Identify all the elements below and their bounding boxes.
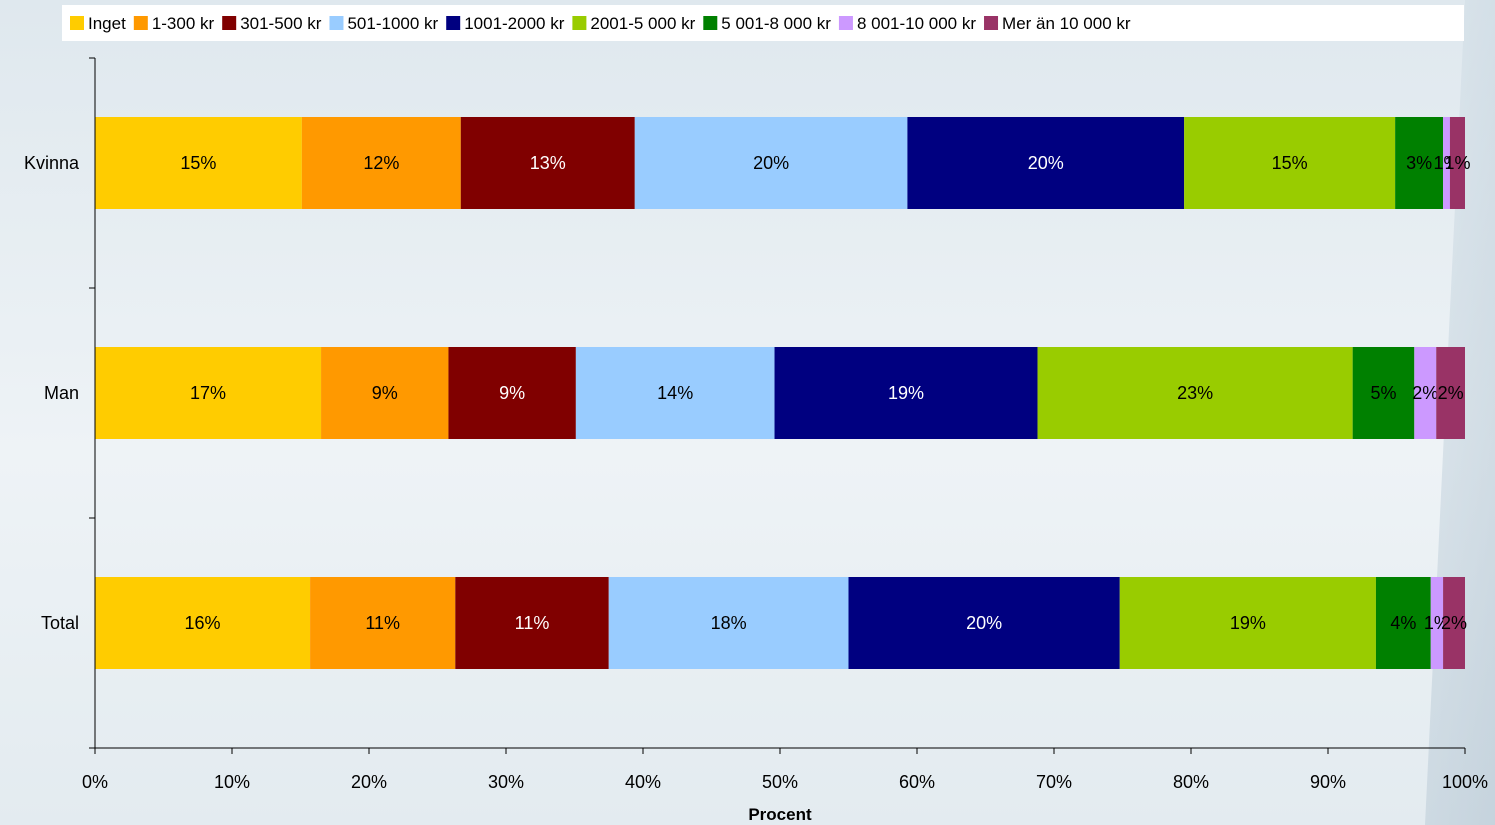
bar-total-1001-2000-kr [848, 577, 1120, 669]
data-label: 2% [1412, 383, 1438, 403]
data-label: 4% [1390, 613, 1416, 633]
axes: Kvinna Man Total 0% 10% 20% 30% 40% 50% 60% 70% 80%… [24, 57, 1488, 792]
legend-swatch [838, 16, 853, 30]
data-label: 1% [1444, 153, 1470, 173]
legend-entry: 5 001-8 000 kr [721, 14, 831, 33]
bar-man-8-001-10-000-kr [1414, 347, 1437, 439]
data-label: 3% [1406, 153, 1432, 173]
x-tick-label: 10% [214, 772, 250, 792]
data-label: 13% [530, 153, 566, 173]
data-label: 17% [190, 383, 226, 403]
legend-swatch [703, 16, 718, 30]
bar-man-inget [95, 347, 322, 439]
data-label: 20% [1028, 153, 1064, 173]
data-label: 12% [363, 153, 399, 173]
x-tick-label: 80% [1173, 772, 1209, 792]
category-label: Total [41, 613, 79, 633]
data-label: 2% [1438, 383, 1464, 403]
bar-kvinna-2001-5-000-kr [1184, 117, 1396, 209]
x-tick-label: 70% [1036, 772, 1072, 792]
legend-entry: Mer än 10 000 kr [1002, 14, 1131, 33]
data-label: 9% [499, 383, 525, 403]
data-label: 11% [515, 613, 550, 633]
data-label: 15% [180, 153, 216, 173]
bar-kvinna-8-001-10-000-kr [1443, 117, 1450, 209]
legend-swatch [133, 16, 148, 30]
x-tick-label: 40% [625, 772, 661, 792]
bar-man-5-001-8-000-kr [1352, 347, 1415, 439]
data-label: 20% [966, 613, 1002, 633]
bar-kvinna-1-300-kr [301, 117, 461, 209]
legend-swatch [572, 16, 587, 30]
bar-kvinna-5-001-8-000-kr [1395, 117, 1444, 209]
bar-total-inget [95, 577, 311, 669]
legend-entry: 501-1000 kr [347, 14, 438, 33]
category-label: Kvinna [24, 153, 80, 173]
data-label: 14% [657, 383, 693, 403]
bar-total-2001-5-000-kr [1119, 577, 1376, 669]
data-label: 19% [1230, 613, 1266, 633]
data-label: 5% [1370, 383, 1396, 403]
legend-entry: 2001-5 000 kr [590, 14, 695, 33]
x-tick-label: 20% [351, 772, 387, 792]
bar-kvinna-inget [95, 117, 302, 209]
bar-total-mer-n-10-000-kr [1443, 577, 1465, 669]
legend-entry: 301-500 kr [240, 14, 322, 33]
category-label: Man [44, 383, 79, 403]
data-label: 2% [1441, 613, 1467, 633]
legend-swatch [329, 16, 344, 30]
legend-entry: 1001-2000 kr [464, 14, 565, 33]
bar-man-1001-2000-kr [774, 347, 1038, 439]
data-label: 11% [365, 613, 400, 633]
bar-man-1-300-kr [321, 347, 449, 439]
bar-man-2001-5-000-kr [1037, 347, 1353, 439]
data-label: 23% [1177, 383, 1213, 403]
x-axis-label: Procent [748, 805, 812, 824]
data-label: 15% [1272, 153, 1308, 173]
legend-entry: 1-300 kr [152, 14, 215, 33]
legend-swatch [984, 16, 999, 30]
bar-man-mer-n-10-000-kr [1436, 347, 1465, 439]
data-label: 16% [185, 613, 221, 633]
legend-entry: Inget [88, 14, 126, 33]
x-tick-label: 90% [1310, 772, 1346, 792]
x-tick-label: 30% [488, 772, 524, 792]
data-label: 20% [753, 153, 789, 173]
data-label: 18% [711, 613, 747, 633]
bar-kvinna-301-500-kr [460, 117, 635, 209]
data-label: 9% [372, 383, 398, 403]
legend-box [62, 5, 1464, 41]
legend: Inget 1-300 kr 301-500 kr 501-1000 kr 1001-2… [62, 5, 1464, 41]
legend-swatch [446, 16, 461, 30]
bar-total-301-500-kr [455, 577, 609, 669]
bar-kvinna-1001-2000-kr [907, 117, 1185, 209]
bar-kvinna-mer-n-10-000-kr [1449, 117, 1465, 209]
data-label: 19% [888, 383, 924, 403]
legend-swatch [70, 16, 84, 30]
bar-total-501-1000-kr [608, 577, 849, 669]
bar-total-8-001-10-000-kr [1430, 577, 1444, 669]
bar-kvinna-501-1000-kr [634, 117, 908, 209]
x-tick-label: 100% [1442, 772, 1488, 792]
bar-total-1-300-kr [310, 577, 456, 669]
x-tick-label: 50% [762, 772, 798, 792]
plot-area: 15% 12% 13% 20% 20% 15% 3% 1%1%17% 9% 9% 14% 19% 23%… [95, 117, 1470, 669]
legend-entry: 8 001-10 000 kr [857, 14, 976, 33]
legend-swatch [222, 16, 237, 30]
bar-total-5-001-8-000-kr [1375, 577, 1431, 669]
bar-man-301-500-kr [448, 347, 576, 439]
x-tick-label: 0% [82, 772, 108, 792]
x-tick-label: 60% [899, 772, 935, 792]
bar-man-501-1000-kr [575, 347, 775, 439]
